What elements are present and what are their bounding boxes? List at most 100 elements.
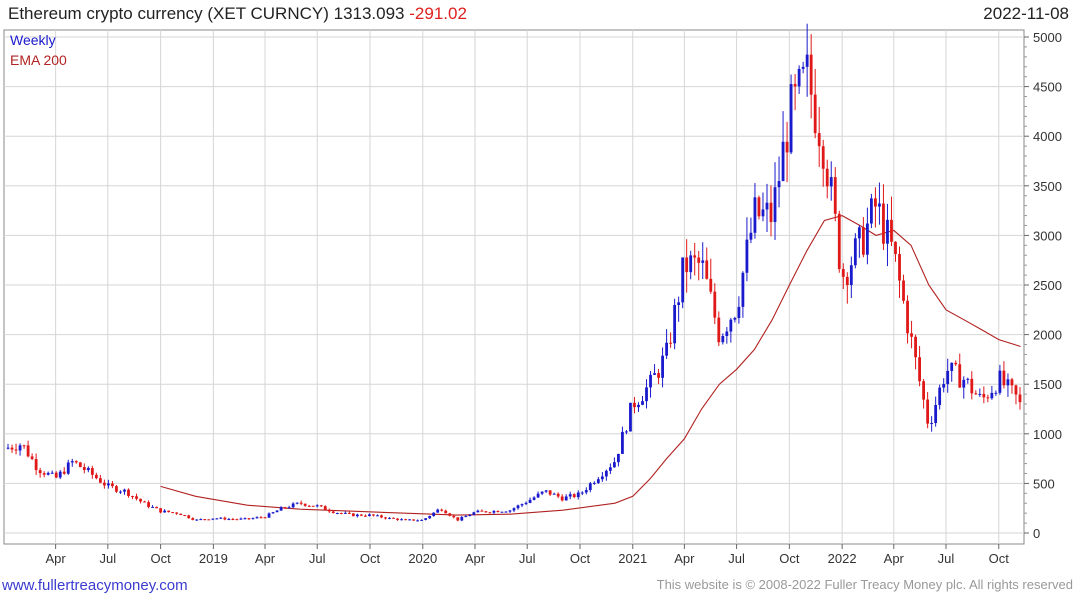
candle-body bbox=[653, 373, 656, 375]
candle-body bbox=[203, 519, 207, 521]
x-tick-label: Jul bbox=[938, 551, 955, 566]
candle-body bbox=[123, 489, 126, 492]
candle-body bbox=[167, 510, 171, 513]
x-tick-label: Oct bbox=[989, 551, 1010, 566]
y-tick-label: 1000 bbox=[1033, 427, 1062, 442]
candle-body bbox=[986, 397, 990, 399]
candle-body bbox=[1010, 379, 1014, 386]
candle-body bbox=[926, 399, 930, 424]
candle-body bbox=[797, 68, 801, 87]
candle-body bbox=[725, 331, 729, 337]
candle-body bbox=[488, 512, 492, 514]
candle-body bbox=[600, 476, 604, 480]
candle-body bbox=[837, 213, 841, 269]
candle-body bbox=[187, 515, 191, 519]
candle-body bbox=[6, 447, 10, 449]
candle-body bbox=[588, 483, 592, 491]
candle-body bbox=[508, 510, 512, 512]
x-tick-label: Apr bbox=[884, 551, 905, 566]
candle-body bbox=[74, 461, 78, 463]
candle-body bbox=[468, 514, 472, 517]
x-tick-label: Jul bbox=[309, 551, 326, 566]
candle-body bbox=[62, 471, 66, 474]
candle-body bbox=[645, 387, 648, 402]
x-tick-label: Oct bbox=[570, 551, 591, 566]
candle-body bbox=[641, 401, 644, 405]
candle-body bbox=[504, 511, 508, 513]
candle-body bbox=[275, 510, 279, 513]
candle-body bbox=[408, 519, 411, 521]
candle-body bbox=[392, 517, 395, 519]
y-axis: 0 500 1000 1500 2000 2500 3000 3500 4000 4500 5000 bbox=[1024, 30, 1062, 541]
candle-body bbox=[785, 141, 789, 153]
candle-body bbox=[829, 177, 833, 187]
candle-body bbox=[428, 515, 432, 519]
x-tick-label: Jul bbox=[100, 551, 117, 566]
candle-body bbox=[1014, 385, 1018, 395]
candle-body bbox=[107, 483, 110, 486]
ema-200-line bbox=[160, 215, 1021, 516]
candle-body bbox=[625, 431, 628, 433]
x-tick-label: 2020 bbox=[408, 551, 437, 566]
candle-body bbox=[878, 203, 881, 207]
candle-body bbox=[199, 519, 203, 521]
candle-body bbox=[360, 514, 363, 516]
candle-body bbox=[813, 94, 817, 134]
candle-body bbox=[681, 257, 685, 303]
candle-body bbox=[380, 515, 383, 518]
x-tick-label: Oct bbox=[779, 551, 800, 566]
candle-body bbox=[697, 257, 701, 263]
candle-body bbox=[902, 280, 905, 301]
candle-body bbox=[548, 490, 552, 495]
candle-body bbox=[492, 510, 496, 513]
candle-body bbox=[865, 223, 869, 255]
y-tick-label: 1500 bbox=[1033, 377, 1062, 392]
candle-body bbox=[303, 503, 307, 506]
price-change: -291.02 bbox=[409, 4, 467, 23]
candle-body bbox=[596, 479, 600, 483]
candle-body bbox=[556, 493, 560, 497]
candle-body bbox=[685, 257, 689, 273]
candle-body bbox=[910, 333, 913, 337]
candle-body bbox=[713, 291, 717, 318]
candle-body bbox=[934, 404, 938, 423]
candle-body bbox=[1018, 394, 1022, 403]
candle-body bbox=[849, 265, 853, 285]
candle-body bbox=[665, 342, 668, 356]
site-link[interactable]: www.fullertreacymoney.com bbox=[2, 577, 188, 594]
candle-body bbox=[26, 445, 30, 457]
candle-body bbox=[115, 486, 118, 492]
candle-body bbox=[480, 510, 484, 512]
candle-body bbox=[954, 362, 958, 365]
copyright-text: This website is © 2008-2022 Fuller Treac… bbox=[656, 577, 1073, 592]
candle-body bbox=[617, 453, 620, 463]
candle-body bbox=[886, 219, 889, 244]
candle-body bbox=[464, 516, 468, 518]
candle-body bbox=[98, 478, 102, 483]
candle-body bbox=[436, 509, 440, 513]
candle-body bbox=[994, 392, 998, 394]
candle-body bbox=[536, 493, 540, 498]
y-tick-label: 3500 bbox=[1033, 179, 1062, 194]
candle-body bbox=[564, 496, 568, 501]
candle-body bbox=[384, 517, 387, 519]
y-tick-label: 2000 bbox=[1033, 328, 1062, 343]
x-tick-label: Jul bbox=[728, 551, 745, 566]
candle-body bbox=[661, 355, 664, 378]
candle-body bbox=[255, 517, 259, 519]
candle-body bbox=[882, 203, 885, 244]
candle-body bbox=[175, 512, 179, 514]
candle-body bbox=[34, 459, 38, 471]
candle-body bbox=[938, 387, 942, 405]
candle-body bbox=[183, 515, 187, 517]
candle-body bbox=[476, 510, 480, 513]
candle-body bbox=[950, 362, 954, 371]
candle-body bbox=[151, 506, 154, 508]
candle-body bbox=[584, 490, 588, 493]
candle-body bbox=[833, 177, 837, 214]
candle-body bbox=[263, 517, 267, 519]
candle-body bbox=[22, 445, 26, 447]
y-tick-label: 0 bbox=[1033, 526, 1040, 541]
candle-body bbox=[737, 306, 741, 319]
candle-body bbox=[452, 515, 456, 518]
